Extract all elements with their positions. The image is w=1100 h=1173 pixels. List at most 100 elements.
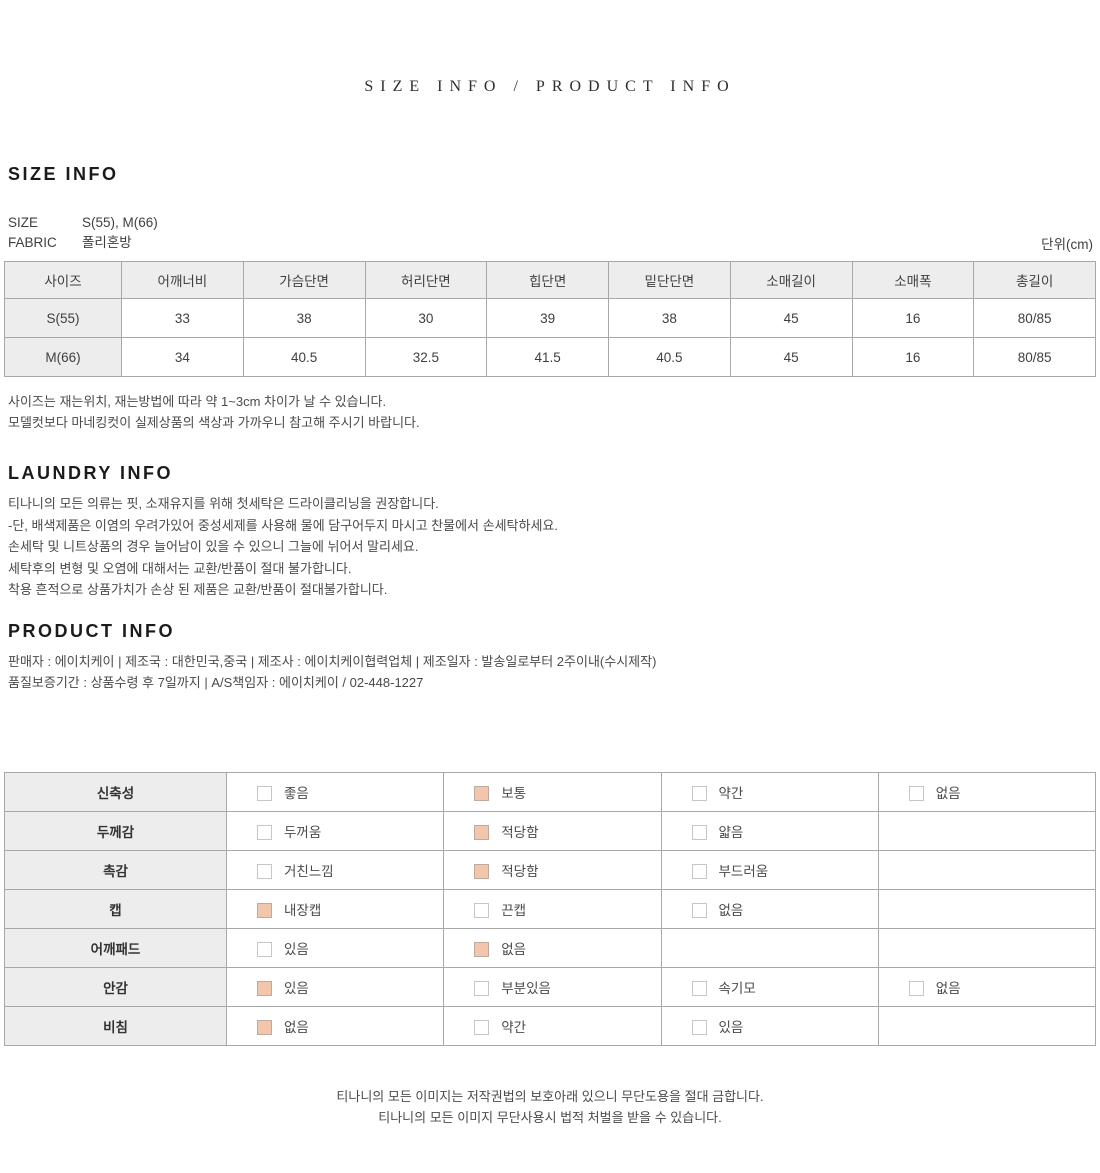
text-line: 사이즈는 재는위치, 재는방법에 따라 약 1~3cm 차이가 날 수 있습니다…: [8, 394, 387, 409]
attribute-option-cell: 거친느낌: [225, 849, 445, 890]
attribute-label: 두께감: [4, 810, 227, 851]
size-table-value-cell: 34: [121, 337, 244, 377]
meta-label-size: SIZE: [8, 215, 39, 230]
size-table-value-cell: 39: [486, 298, 609, 338]
attribute-row: 신축성 좋음 보통 약간 없음: [4, 771, 1097, 812]
attribute-label: 촉감: [4, 849, 227, 890]
checkbox-unchecked-icon: [908, 980, 924, 996]
checkbox-unchecked-icon: [691, 785, 707, 801]
attribute-empty-cell: [877, 888, 1097, 929]
size-table-value-cell: 32.5: [364, 337, 488, 377]
checkbox-checked-icon: [257, 902, 272, 918]
attribute-option-label: 얇음: [718, 824, 744, 840]
attribute-option-label: 끈캡: [501, 902, 527, 918]
checkbox-checked-icon: [257, 980, 272, 996]
laundry-info-heading: LAUNDRY INFO: [8, 463, 173, 483]
checkbox-unchecked-icon: [257, 863, 272, 879]
attribute-option-cell: 두꺼움: [225, 810, 445, 851]
attribute-option-cell: 없음: [877, 771, 1097, 812]
attribute-option-cell: 있음: [225, 966, 445, 1007]
size-table-value-cell: 41.5: [486, 337, 609, 377]
text-line: 판매자 : 에이치케이 | 제조국 : 대한민국,중국 | 제조사 : 에이치케…: [8, 653, 657, 669]
attribute-label: 비침: [4, 1005, 227, 1046]
attribute-option-cell: 보통: [443, 771, 662, 812]
attribute-option-label: 거친느낌: [284, 863, 334, 879]
size-table-header-cell: 허리단면: [364, 261, 488, 299]
attribute-option-cell: 있음: [225, 927, 445, 968]
attribute-option-cell: 없음: [443, 927, 662, 968]
size-table-value-cell: 80/85: [973, 337, 1096, 377]
footer-copyright: 티나니의 모든 이미지는 저작권법의 보호아래 있으니 무단도용을 절대 금합니…: [0, 1086, 1100, 1129]
checkbox-unchecked-icon: [691, 980, 707, 996]
attribute-label: 신축성: [4, 771, 227, 812]
size-table-header-cell: 사이즈: [4, 261, 122, 299]
size-table-value-cell: 16: [851, 298, 975, 338]
attribute-row: 두께감 두꺼움 적당함 얇음: [4, 810, 1097, 851]
attribute-label: 캡: [4, 888, 227, 929]
text-line: 티나니의 모든 이미지 무단사용시 법적 처벌을 받을 수 있습니다.: [378, 1110, 722, 1125]
attribute-option-label: 약간: [501, 1019, 527, 1035]
size-table-header-cell: 어깨너비: [121, 261, 244, 299]
attribute-option-label: 약간: [718, 785, 744, 801]
size-table-value-cell: 38: [608, 298, 731, 338]
size-notes: 사이즈는 재는위치, 재는방법에 따라 약 1~3cm 차이가 날 수 있습니다…: [0, 391, 1100, 433]
attribute-option-label: 있음: [718, 1019, 744, 1035]
attribute-option-label: 속기모: [718, 980, 756, 996]
attribute-option-cell: 약간: [660, 771, 879, 812]
size-table-value-cell: 33: [121, 298, 244, 338]
checkbox-checked-icon: [474, 941, 490, 957]
size-table-header-cell: 가슴단면: [242, 261, 366, 299]
size-table-row: S(55) 33 38 30 39 38 45 16 80/85: [4, 298, 1096, 338]
attribute-option-cell: 없음: [225, 1005, 445, 1046]
attribute-label: 안감: [4, 966, 227, 1007]
unit-label: 단위(cm): [1041, 237, 1093, 252]
meta-value-fabric: 폴리혼방: [82, 235, 132, 250]
attribute-option-cell: 끈캡: [443, 888, 662, 929]
size-table-value-cell: 40.5: [608, 337, 731, 377]
laundry-info-lines: 티나니의 모든 의류는 핏, 소재유지를 위해 첫세탁은 드라이클리닝을 권장합…: [0, 493, 1100, 601]
attribute-option-cell: 없음: [877, 966, 1097, 1007]
attribute-option-label: 내장캡: [284, 902, 322, 918]
attribute-row: 촉감 거친느낌 적당함 부드러움: [4, 849, 1097, 890]
size-table: 사이즈 어깨너비 가슴단면 허리단면 힙단면 밑단단면 소매길이 소매폭 총길이 S(55) 33 3…: [4, 261, 1096, 377]
size-table-value-cell: 16: [851, 337, 975, 377]
attribute-option-cell: 부분있음: [443, 966, 662, 1007]
attribute-option-cell: 약간: [443, 1005, 662, 1046]
attribute-option-label: 없음: [284, 1019, 309, 1035]
attribute-empty-cell: [877, 927, 1097, 968]
size-table-size-cell: M(66): [4, 337, 122, 377]
size-table-header-row: 사이즈 어깨너비 가슴단면 허리단면 힙단면 밑단단면 소매길이 소매폭 총길이: [4, 261, 1096, 299]
text-line: 손세탁 및 니트상품의 경우 늘어남이 있을 수 있으니 그늘에 뉘어서 말리세…: [8, 539, 419, 554]
size-table-header-cell: 밑단단면: [608, 261, 731, 299]
attribute-row: 안감 있음 부분있음 속기모 없음: [4, 966, 1097, 1007]
attribute-option-cell: 없음: [660, 888, 879, 929]
size-table-value-cell: 45: [729, 298, 853, 338]
attribute-option-label: 있음: [284, 980, 309, 996]
size-table-value-cell: 38: [242, 298, 366, 338]
size-table-value-cell: 40.5: [242, 337, 366, 377]
size-meta: SIZE S(55), M(66) FABRIC 폴리혼방 단위(cm): [0, 213, 1100, 253]
checkbox-unchecked-icon: [474, 980, 490, 996]
attribute-option-cell: 얇음: [660, 810, 879, 851]
product-info-heading: PRODUCT INFO: [8, 620, 175, 641]
attribute-option-label: 없음: [501, 941, 527, 957]
attribute-empty-cell: [877, 1005, 1097, 1046]
checkbox-checked-icon: [474, 824, 490, 840]
text-line: 세탁후의 변형 및 오염에 대해서는 교환/반품이 절대 불가합니다.: [8, 560, 352, 576]
checkbox-unchecked-icon: [257, 941, 272, 957]
page-title: SIZE INFO / PRODUCT INFO: [364, 78, 736, 95]
attribute-row: 캡 내장캡 끈캡 없음: [4, 888, 1097, 929]
attribute-option-label: 부드러움: [718, 863, 769, 879]
checkbox-checked-icon: [474, 785, 490, 801]
attribute-option-label: 없음: [935, 980, 961, 996]
meta-row-fabric: FABRIC 폴리혼방: [8, 233, 1100, 253]
attribute-option-cell: 있음: [660, 1005, 879, 1046]
attribute-option-cell: 적당함: [443, 849, 662, 890]
checkbox-unchecked-icon: [691, 863, 707, 879]
attribute-option-cell: 속기모: [660, 966, 879, 1007]
text-line: 품질보증기간 : 상품수령 후 7일까지 | A/S책임자 : 에이치케이 / …: [8, 675, 424, 690]
size-table-size-cell: S(55): [4, 298, 122, 338]
size-table-header-cell: 힙단면: [486, 261, 609, 299]
checkbox-unchecked-icon: [257, 824, 272, 840]
text-line: 착용 흔적으로 상품가치가 손상 된 제품은 교환/반품이 절대불가합니다.: [8, 582, 388, 597]
